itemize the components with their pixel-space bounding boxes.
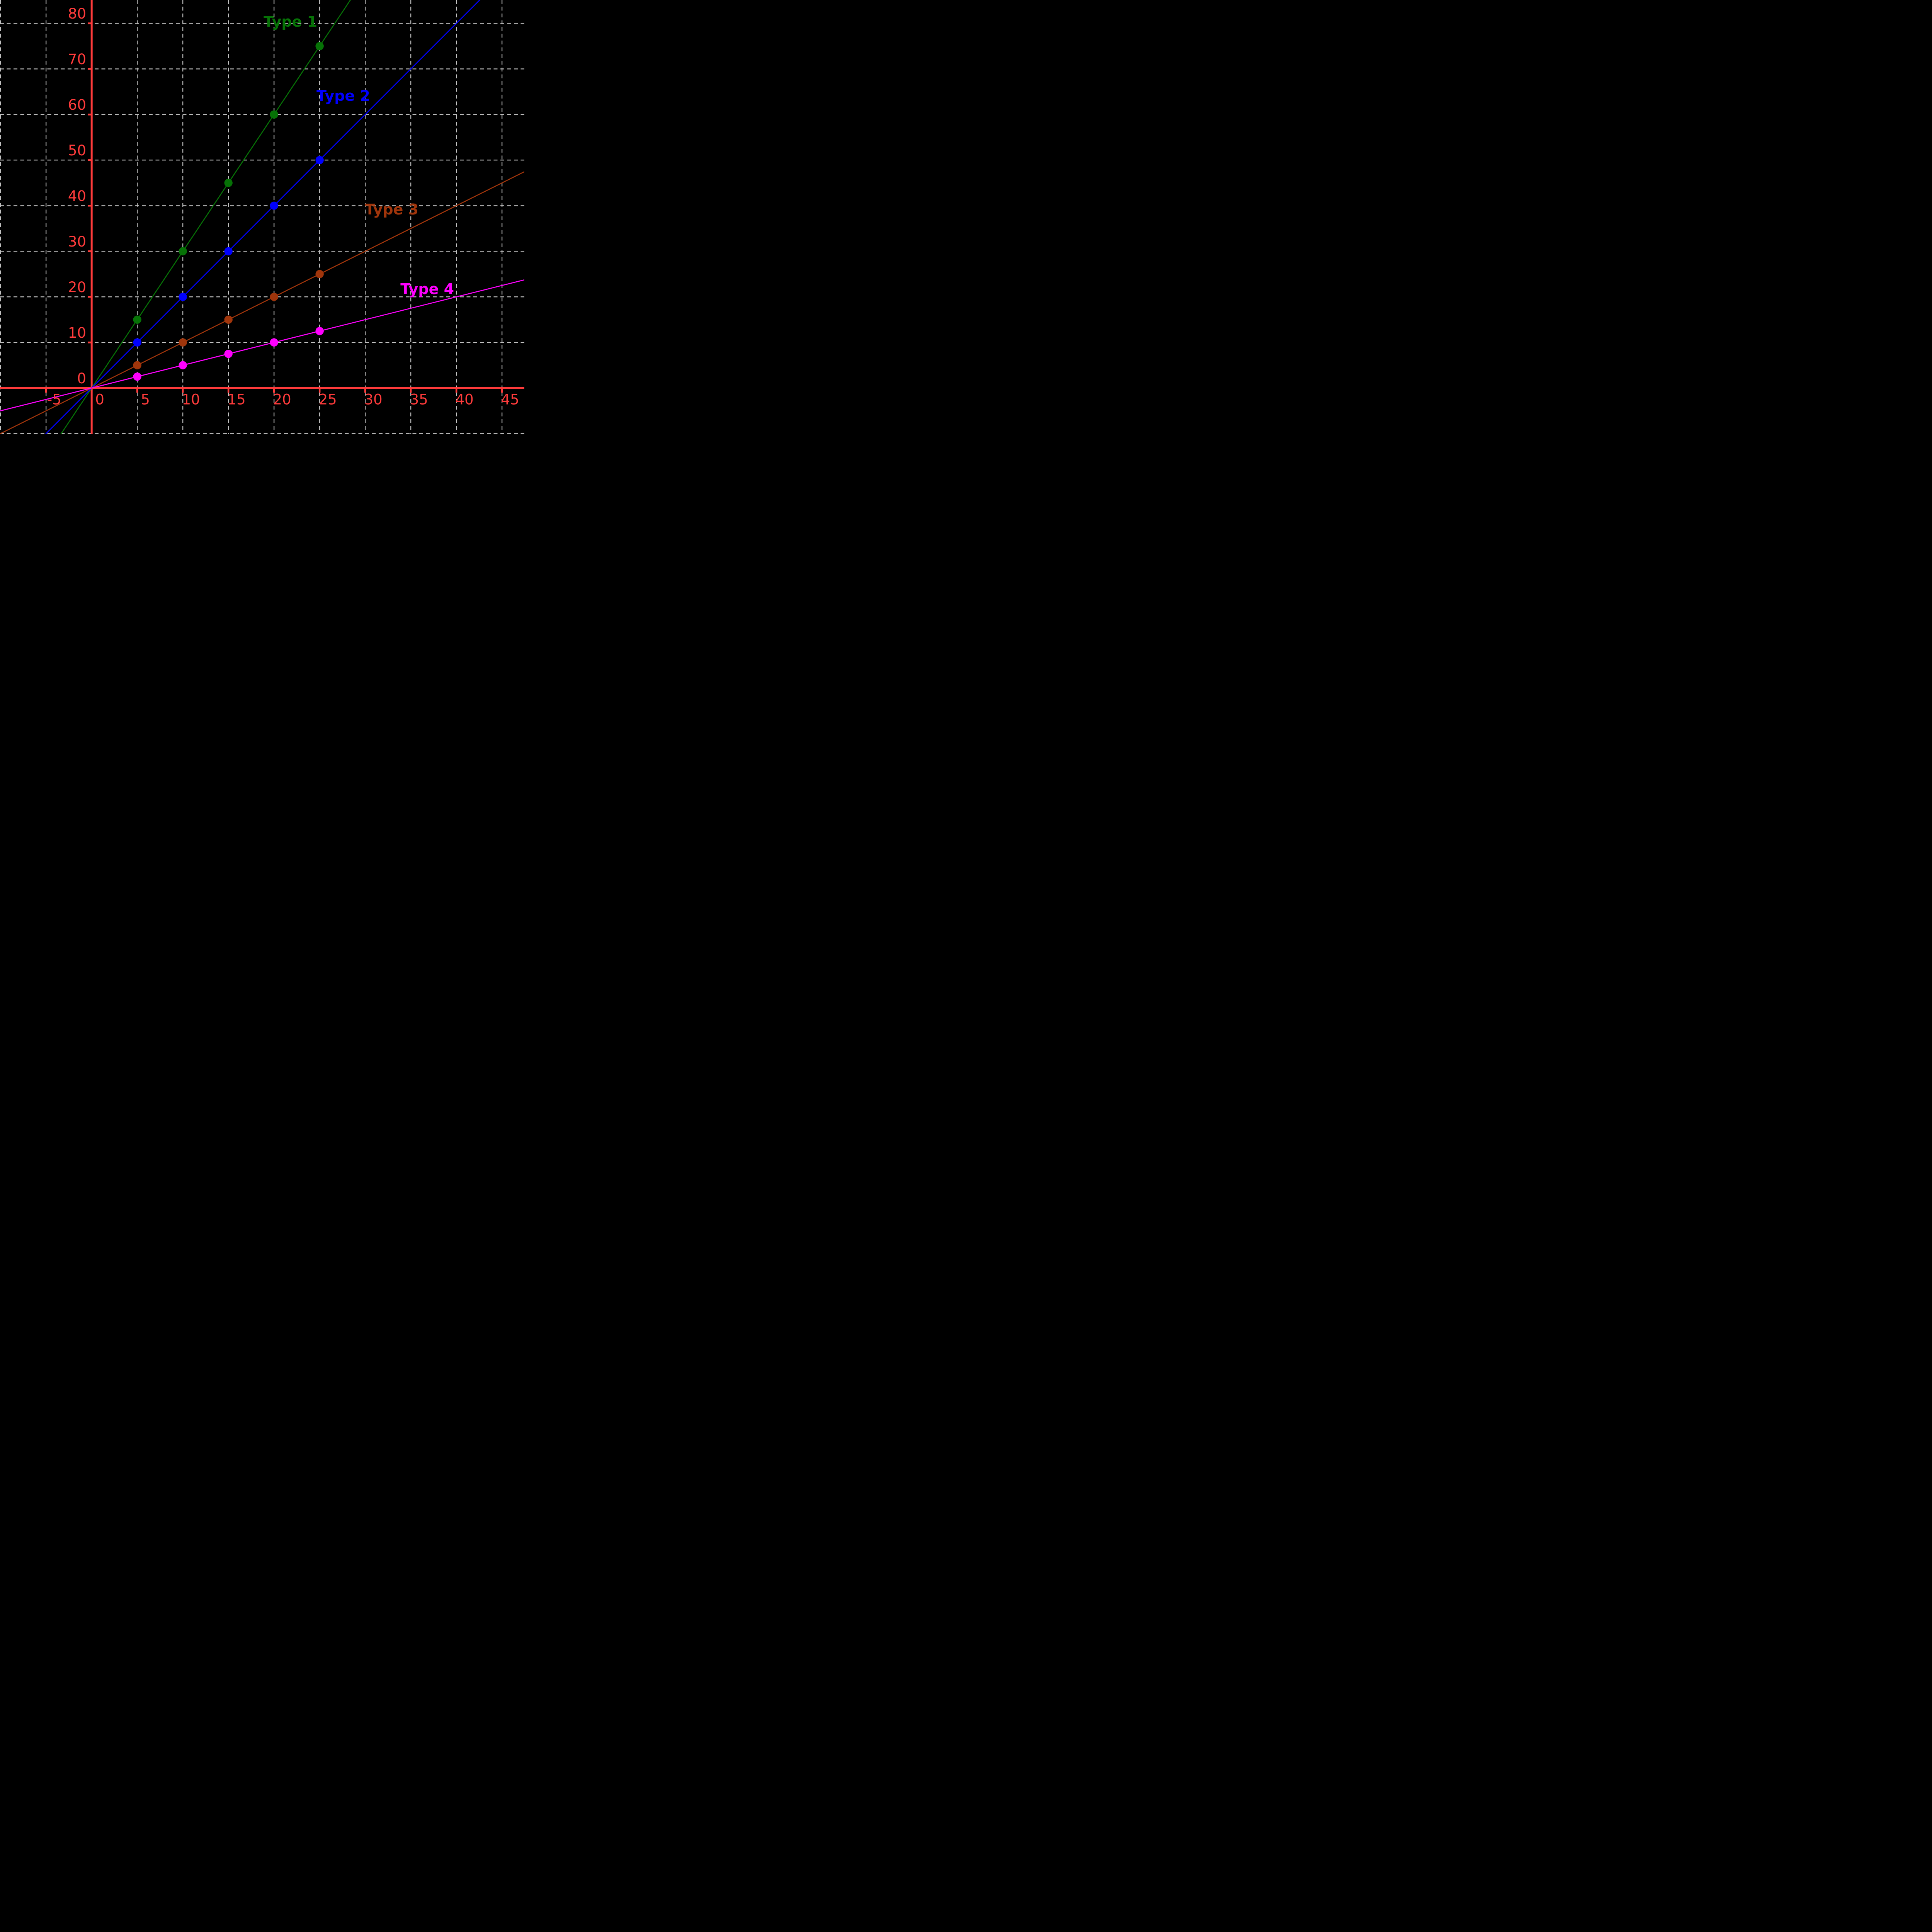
data-point-type-3-15 xyxy=(224,315,233,324)
data-point-type-2-10 xyxy=(179,293,187,301)
data-point-type-1-15 xyxy=(224,179,233,187)
data-point-type-3-20 xyxy=(270,293,278,301)
data-point-type-2-20 xyxy=(270,201,278,210)
plot-svg xyxy=(0,0,524,434)
data-point-type-1-5 xyxy=(133,315,141,324)
data-point-type-4-20 xyxy=(270,338,278,347)
data-point-type-3-5 xyxy=(133,361,141,369)
data-point-type-1-20 xyxy=(270,110,278,119)
data-point-type-4-5 xyxy=(133,372,141,381)
series-line-type-1 xyxy=(60,0,351,434)
data-point-type-2-15 xyxy=(224,247,233,255)
data-point-type-2-25 xyxy=(315,156,324,165)
data-point-type-3-25 xyxy=(315,270,324,278)
series-line-type-3 xyxy=(0,171,524,434)
data-point-type-2-5 xyxy=(133,338,141,347)
data-point-type-1-25 xyxy=(315,42,324,51)
data-point-type-3-10 xyxy=(179,338,187,347)
data-point-type-4-15 xyxy=(224,350,233,358)
chart-area: -5 0 5 10 15 20 25 30 35 40 45 0 10 20 30 40 50 60 70 80 Typ… xyxy=(0,0,524,434)
data-point-type-4-10 xyxy=(179,361,187,369)
data-point-type-1-10 xyxy=(179,247,187,255)
data-point-type-4-25 xyxy=(315,327,324,335)
series-line-type-4 xyxy=(0,279,524,412)
series-line-type-2 xyxy=(45,0,481,434)
